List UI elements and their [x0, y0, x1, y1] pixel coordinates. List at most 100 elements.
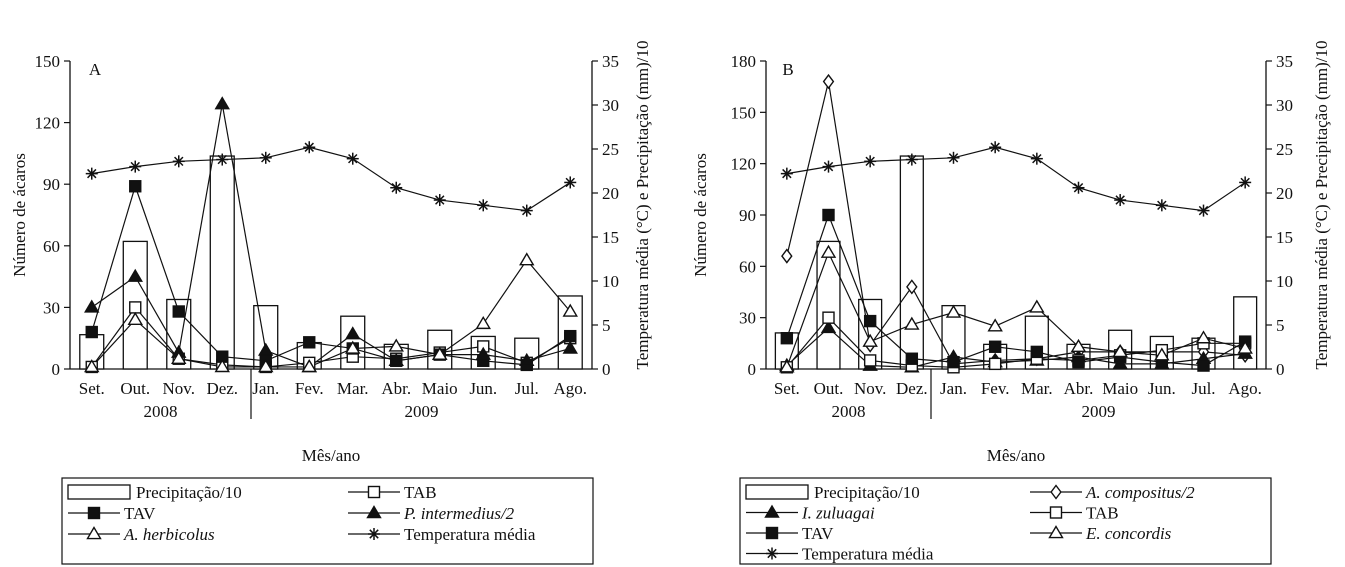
panel-a-point-p-intermedius-2 — [258, 342, 274, 356]
panel-b-y-tick-label: 0 — [748, 360, 757, 379]
panel-a-point-p-intermedius-2 — [562, 340, 578, 354]
panel-b-point-temperatura-m-dia-stroke — [1073, 182, 1084, 193]
panel-a-y2-tick-label: 0 — [602, 360, 611, 379]
panel-b-legend-label: TAV — [802, 524, 834, 543]
panel-b-point-e-concordis — [904, 316, 920, 330]
panel-a-point-temperatura-m-dia-stroke — [174, 156, 184, 167]
panel-a-point-a-herbicolus — [214, 359, 230, 373]
panel-a-y2-tick-label: 30 — [602, 96, 619, 115]
panel-a-point-a-herbicolus — [432, 346, 448, 360]
panel-a-x-tick-label: Out. — [120, 379, 150, 398]
panel-a-point-temperatura-m-dia-stroke — [565, 177, 575, 188]
panel-b-x-tick-label: Nov. — [854, 379, 886, 398]
panel-a-point-tav — [85, 325, 98, 339]
panel-a-y-tick-label: 90 — [43, 175, 60, 194]
panel-b-point-e-concordis — [862, 333, 878, 347]
panel-a-y2-tick-label: 25 — [602, 140, 619, 159]
panel-b-point-tav — [1072, 355, 1085, 369]
panel-a-point-temperatura-m-dia — [390, 181, 403, 194]
panel-b-point-e-concordis — [987, 318, 1003, 332]
panel-a-point-p-intermedius-2 — [475, 346, 491, 360]
panel-a-point-p-intermedius-2 — [345, 326, 361, 340]
panel-b-point-temperatura-m-dia-stroke — [1032, 153, 1042, 164]
panel-b-y-tick-label: 120 — [731, 155, 757, 174]
panel-a-y2-tick-label: 35 — [602, 52, 619, 71]
panel-a-legend-box — [61, 477, 594, 565]
panel-b-point-tav — [1030, 345, 1044, 359]
panel-a-legend-label: Temperatura média — [404, 525, 536, 544]
panel-b-point-a-compositus-2 — [781, 248, 793, 264]
panel-a-y-tick-label: 150 — [35, 52, 61, 71]
panel-a-point-temperatura-m-dia-stroke — [261, 153, 271, 163]
panel-a-y2-tick-label: 20 — [602, 184, 619, 203]
panel-b-y-tick-label: 60 — [739, 257, 756, 276]
panel-b-y-tick-label: 30 — [739, 309, 756, 328]
panel-b-point-tab — [863, 354, 877, 367]
panel-b-legend-label: I. zuluagai — [801, 504, 875, 523]
panel-b-x-tick-label: Jun. — [1148, 379, 1176, 398]
panel-a-line-tav — [91, 184, 571, 366]
panel-a-point-temperatura-m-dia-stroke — [391, 182, 401, 193]
panel-b-legend-marker-stroke — [767, 548, 777, 559]
panel-b-point-tav — [947, 355, 960, 369]
panel-a-point-a-herbicolus — [301, 359, 317, 373]
panel-b-y2-tick-label: 15 — [1276, 228, 1293, 247]
panel-a-point-temperatura-m-dia — [346, 152, 359, 165]
panel-a-point-a-herbicolus — [258, 359, 274, 373]
panel-a-point-temperatura-m-dia-stroke — [304, 142, 314, 152]
panel-b-x-tick-label: Mar. — [1021, 379, 1053, 398]
panel-b-line-tab — [786, 316, 1246, 368]
panel-b-point-tab — [988, 357, 1002, 371]
panel-a-y-tick-label: 120 — [35, 114, 61, 133]
panel-a-x-tick-label: Jan. — [252, 379, 279, 398]
panel-b-legend-marker — [1050, 484, 1062, 500]
panel-a-legend-marker — [87, 506, 101, 520]
panel-a-bar-precipitacao — [209, 155, 235, 370]
panel-a-line-a-herbicolus — [91, 259, 571, 368]
panel-b-point-tav — [863, 314, 877, 328]
panel-b-point-temperatura-m-dia-stroke — [1115, 195, 1125, 205]
panel-b-y2-tick-label: 5 — [1276, 316, 1285, 335]
panel-b-point-e-concordis — [1195, 330, 1212, 344]
panel-b-year-label-2008: 2008 — [832, 402, 866, 421]
panel-b-point-tab — [822, 311, 835, 324]
panel-a-point-a-herbicolus — [127, 311, 143, 325]
panel-a-y-tick-label: 30 — [43, 298, 60, 317]
panel-a-panel-label: A — [89, 60, 102, 79]
panel-a-legend-marker — [368, 528, 380, 540]
panel-b-y-tick-label: 150 — [731, 103, 757, 122]
panel-a-x-tick-label: Maio — [422, 379, 458, 398]
panel-a-x-tick-label: Jun. — [469, 379, 497, 398]
panel-b-point-tav — [780, 332, 794, 345]
panel-b-point-e-concordis — [945, 304, 962, 318]
panel-b-x-tick-label: Jan. — [940, 379, 967, 398]
panel-a-point-temperatura-m-dia — [216, 153, 229, 166]
panel-b-year-label-2009: 2009 — [1082, 402, 1116, 421]
panel-b-point-temperatura-m-dia — [1030, 152, 1043, 165]
panel-b-point-temperatura-m-dia — [864, 155, 877, 168]
panel-a-legend-marker — [86, 526, 102, 540]
panel-a-point-p-intermedius-2 — [519, 352, 535, 367]
panel-a-y-tick-label: 60 — [43, 237, 60, 256]
panel-b-y2-tick-label: 0 — [1276, 360, 1285, 379]
panel-a-point-tav — [564, 329, 577, 343]
panel-a-point-tab — [129, 301, 142, 314]
panel-a-x-tick-label: Set. — [79, 379, 105, 398]
panel-a-point-p-intermedius-2 — [127, 268, 143, 282]
panel-b-x-tick-label: Dez. — [896, 379, 928, 398]
panel-b-y2-tick-label: 25 — [1276, 140, 1293, 159]
panel-a-point-temperatura-m-dia — [129, 160, 142, 173]
panel-b-bar-precipitacao — [816, 240, 841, 370]
panel-a-line-p-intermedius-2 — [91, 104, 571, 368]
panel-a-point-temperatura-m-dia-stroke — [130, 161, 140, 172]
panel-b-point-temperatura-m-dia — [780, 167, 793, 180]
panel-b-legend-marker — [1048, 525, 1064, 539]
panel-b-y-axis-label: Número de ácaros — [691, 153, 710, 277]
panel-a-point-tav — [129, 180, 142, 193]
panel-b-point-temperatura-m-dia-stroke — [948, 153, 959, 163]
panel-a-point-temperatura-m-dia — [303, 141, 316, 154]
panel-b-legend-marker — [765, 526, 779, 540]
panel-b-point-temperatura-m-dia — [989, 141, 1002, 154]
panel-a-point-a-herbicolus — [475, 315, 491, 330]
panel-a-legend-label: TAV — [124, 504, 156, 523]
